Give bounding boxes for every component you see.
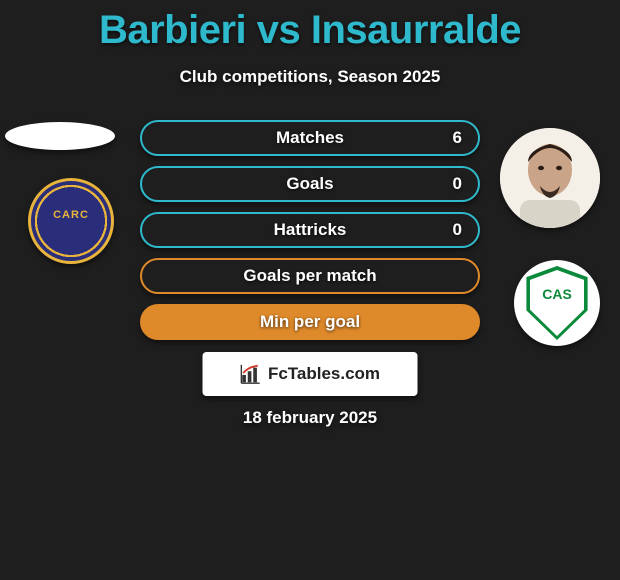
stat-row-min-per-goal: Min per goal [140, 304, 480, 340]
stat-row-hattricks: Hattricks 0 [140, 212, 480, 248]
stats-list: Matches 6 Goals 0 Hattricks 0 Goals per … [140, 120, 480, 350]
stat-label: Matches [276, 128, 344, 148]
stat-label: Min per goal [260, 312, 360, 332]
player-right-avatar-svg [500, 128, 600, 228]
date-text: 18 february 2025 [0, 408, 620, 428]
branding-text: FcTables.com [268, 364, 380, 384]
stat-label: Goals per match [243, 266, 376, 286]
stat-row-goals-per-match: Goals per match [140, 258, 480, 294]
subtitle: Club competitions, Season 2025 [0, 67, 620, 87]
stat-row-goals: Goals 0 [140, 166, 480, 202]
stat-value-right: 0 [453, 220, 462, 240]
stat-value-right: 6 [453, 128, 462, 148]
club-right-badge [514, 260, 600, 346]
bar-chart-icon [240, 363, 262, 385]
stat-row-matches: Matches 6 [140, 120, 480, 156]
stat-label: Goals [286, 174, 333, 194]
stat-label: Hattricks [274, 220, 347, 240]
page-title: Barbieri vs Insaurralde [0, 0, 620, 53]
club-left-badge [28, 178, 114, 264]
stat-value-right: 0 [453, 174, 462, 194]
player-right-avatar [500, 128, 600, 228]
branding-badge: FcTables.com [203, 352, 418, 396]
club-right-shield [523, 266, 591, 340]
player-left-avatar [5, 122, 115, 150]
